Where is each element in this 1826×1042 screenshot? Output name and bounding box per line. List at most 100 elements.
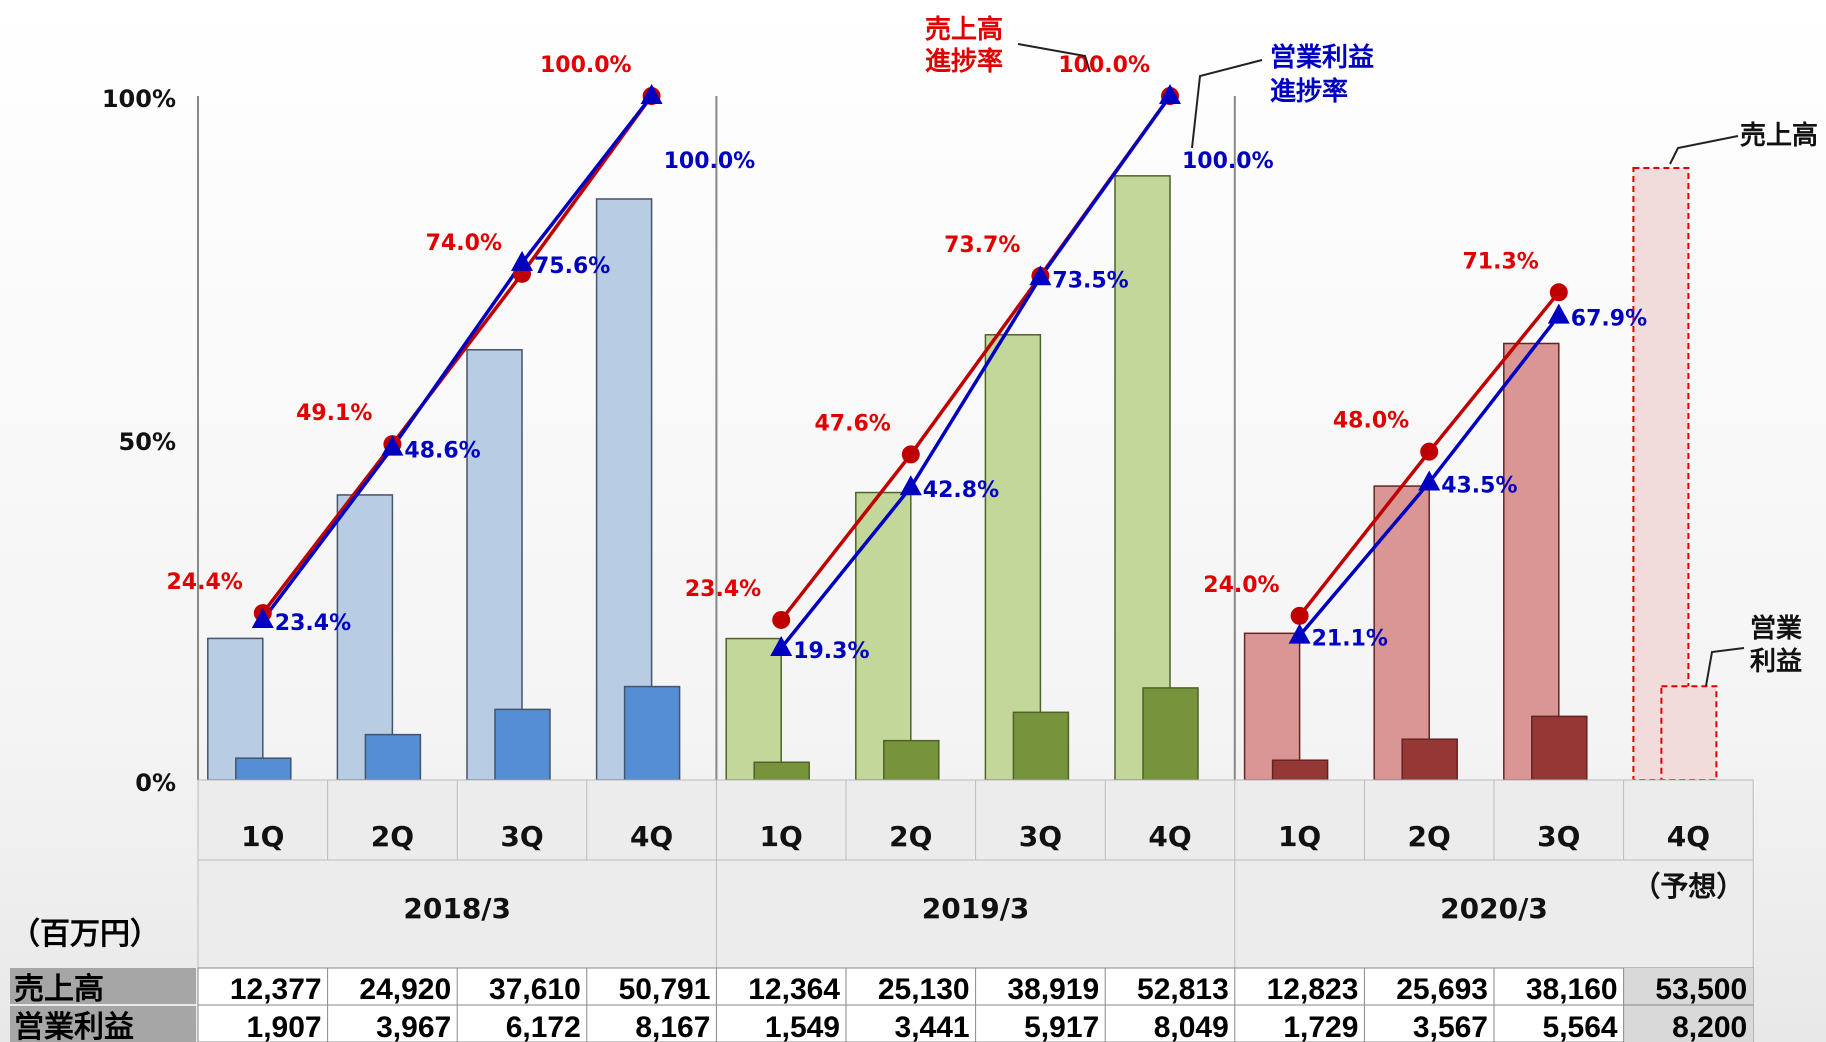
label-profit-rate: 67.9% [1571,307,1647,332]
callout-sales-rate-leader [1017,43,1091,73]
forecast-label: （予想） [1632,870,1744,903]
cell-profit: 3,967 [376,1011,451,1042]
cell-sales: 52,813 [1137,973,1229,1006]
label-profit-rate: 48.6% [404,439,480,464]
cell-profit: 8,049 [1154,1011,1229,1042]
cell-profit: 1,907 [247,1011,322,1042]
line-sales-rate [261,94,654,615]
bar-sales [984,334,1042,781]
data-table: 1Q 2Q 3Q 4Q 2018/3 1Q 2Q 3Q 4Q 2019/3 1Q 2Q 3Q 4Q 2020… [197,779,1754,1042]
label-sales-rate: 100.0% [540,53,632,78]
row-label-bg-profit [10,1006,196,1042]
quarter-label: 4Q [1148,820,1191,853]
cell-profit: 5,917 [1024,1011,1099,1042]
bar-sales [725,637,782,781]
callout-sales-rate-line2: 進捗率 [925,46,1003,77]
bar-sales [595,198,653,781]
cell-profit: 8,200 [1672,1011,1747,1042]
quarter-label: 1Q [760,820,803,853]
y-tick-0: 0% [135,769,176,797]
marker-sales-rate [772,610,791,629]
quarter-label: 3Q [1537,820,1580,853]
quarter-label: 1Q [1278,820,1321,853]
cell-profit: 6,172 [506,1011,581,1042]
label-profit-rate: 42.8% [923,478,999,503]
marker-profit-rate [1547,303,1570,324]
y-tick-100: 100% [102,85,176,113]
callout-sales-rate-line1: 売上高 [925,14,1003,45]
callout-sales-bar-leader [1669,135,1739,165]
label-sales-rate: 48.0% [1333,409,1409,434]
marker-profit-rate [251,607,274,628]
callout-profit-bar: 営業 利益 [1705,614,1802,687]
cell-sales: 25,693 [1396,973,1488,1006]
marker-sales-rate [1290,606,1309,625]
label-profit-rate: 19.3% [793,639,869,664]
unit-label: （百万円） [10,917,160,952]
marker-sales-rate [1420,442,1439,461]
cell-sales: 38,919 [1007,973,1099,1006]
row-label-bg-sales [10,968,196,1004]
bar-profit-forecast [1660,685,1718,781]
bar-profit [364,733,422,781]
bar-profit [1012,711,1070,781]
callout-profit-bar-line2: 利益 [1750,647,1802,677]
quarter-label: 2Q [889,820,932,853]
bar-profit [623,685,681,781]
cell-profit: 3,567 [1413,1011,1488,1042]
quarter-label: 4Q [1667,820,1710,853]
rate-lines-layer: 24.4% 49.1% 74.0% 100.0% 23.4% 48.6% 75.6% 100.… [166,53,1647,664]
marker-profit-rate [1159,84,1181,104]
marker-profit-rate [899,475,922,496]
cell-sales: 12,823 [1267,973,1359,1006]
bar-sales [1243,632,1301,781]
callout-profit-bar-line1: 営業 [1750,614,1802,644]
cell-sales: 24,920 [359,973,451,1006]
label-profit-rate: 21.1% [1312,627,1388,652]
cell-profit: 1,729 [1283,1011,1358,1042]
label-profit-rate: 73.5% [1052,268,1128,293]
bar-profit [1531,715,1588,781]
bar-sales [855,491,912,781]
bar-sales [1503,342,1560,781]
label-sales-rate: 71.3% [1462,249,1538,274]
callout-profit-rate-line2: 進捗率 [1270,76,1348,107]
bar-profit [883,739,940,781]
bar-sales [466,349,523,781]
label-sales-rate: 24.4% [166,570,242,595]
label-profit-rate: 75.6% [534,254,610,279]
label-sales-rate: 23.4% [685,577,761,602]
period-label: 2020/3 [1440,892,1548,925]
label-profit-rate: 100.0% [1182,149,1274,174]
bar-profit [1401,738,1458,781]
label-profit-rate: 100.0% [664,149,756,174]
quarter-label: 1Q [241,820,284,853]
line-profit-rate [261,94,653,621]
callout-profit-bar-leader [1705,647,1745,687]
cell-profit: 3,441 [895,1011,970,1042]
cell-sales: 12,377 [230,973,322,1006]
bar-layer [207,96,1718,968]
cell-sales: 37,610 [489,973,581,1006]
marker-profit-rate [1288,623,1311,644]
quarter-label: 2Q [371,820,414,853]
label-profit-rate: 23.4% [275,611,351,636]
label-profit-rate: 43.5% [1441,473,1517,498]
callout-sales-bar: 売上高 [1669,120,1818,165]
bar-sales [1114,175,1171,781]
quarter-label: 3Q [500,820,543,853]
marker-profit-rate [1418,470,1441,491]
row-label-sales: 売上高 [14,972,104,1007]
cell-profit: 5,564 [1543,1011,1618,1042]
cell-sales: 50,791 [619,973,711,1006]
label-sales-rate: 49.1% [296,401,372,426]
y-tick-50: 50% [119,428,176,456]
bar-profit [1271,759,1329,781]
label-sales-rate: 100.0% [1058,53,1150,78]
bar-profit [753,761,810,781]
period-label: 2018/3 [403,892,511,925]
cell-sales: 25,130 [878,973,970,1006]
bar-sales-forecast [1632,167,1690,781]
marker-profit-rate [770,635,793,656]
